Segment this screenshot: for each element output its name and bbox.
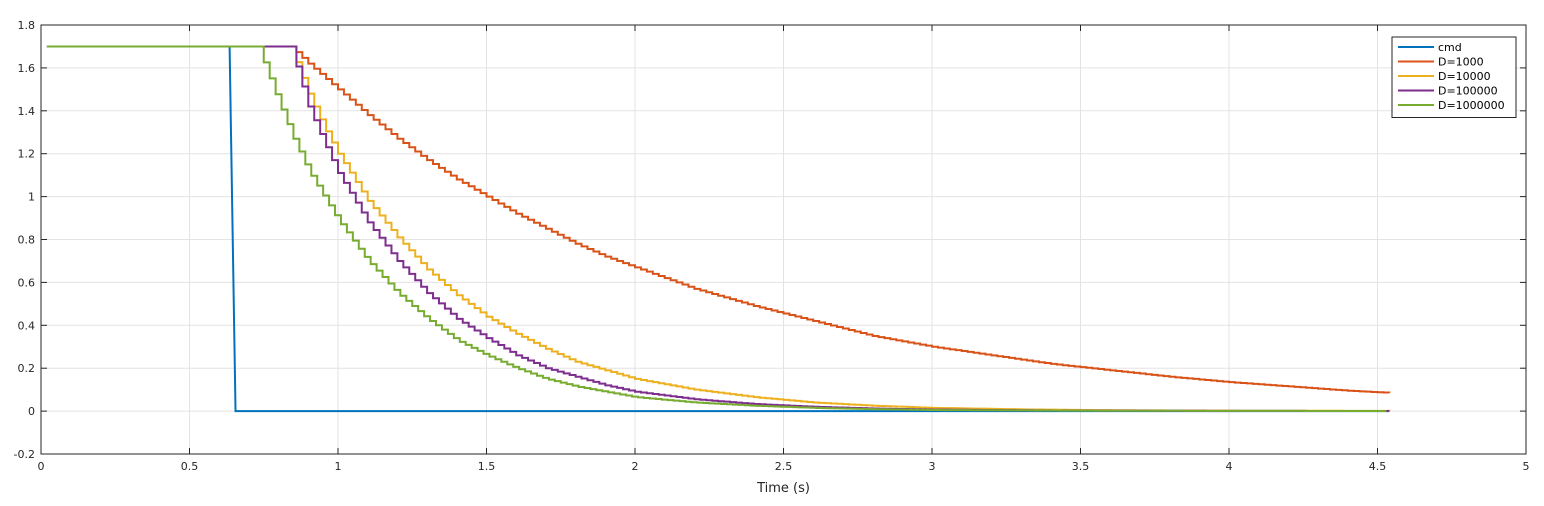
x-tick-label: 5 — [1523, 460, 1530, 473]
y-tick-label: 0.8 — [18, 234, 36, 247]
x-tick-label: 4.5 — [1369, 460, 1387, 473]
y-tick-label: 1.8 — [18, 19, 36, 32]
y-tick-label: 1 — [28, 191, 35, 204]
y-tick-label: 0.6 — [18, 276, 36, 289]
legend-entry[interactable]: cmd — [1438, 41, 1462, 54]
y-tick-label: 0.4 — [18, 319, 36, 332]
y-tick-label: 1.4 — [18, 105, 36, 118]
legend-entry[interactable]: D=10000 — [1438, 70, 1491, 83]
y-tick-label: 0 — [28, 405, 35, 418]
x-axis-label: Time (s) — [756, 481, 810, 496]
series-line-4 — [46, 45, 1387, 412]
x-tick-label: 3 — [929, 460, 936, 473]
x-tick-label: 1.5 — [478, 460, 496, 473]
x-tick-label: 1 — [335, 460, 342, 473]
x-tick-label: 2 — [632, 460, 639, 473]
x-tick-label: 2.5 — [775, 460, 793, 473]
x-tick-label: 3.5 — [1072, 460, 1090, 473]
legend-entry[interactable]: D=1000000 — [1438, 99, 1505, 112]
series-lines — [46, 45, 1391, 413]
y-tick-label: -0.2 — [14, 448, 35, 461]
y-tick-label: 0.2 — [18, 362, 36, 375]
y-tick-label: 1.2 — [18, 148, 36, 161]
x-tick-label: 4 — [1226, 460, 1233, 473]
legend-entry[interactable]: D=1000 — [1438, 56, 1484, 69]
x-tick-label: 0.5 — [181, 460, 199, 473]
y-tick-label: 1.6 — [18, 62, 36, 75]
series-line-1 — [46, 45, 1391, 394]
ticks: 0 0.5 1 1.5 2 2.5 3 3.5 4 4.5 5-0.200.20.40.60.811… — [14, 19, 1530, 473]
x-tick-label: 0 — [38, 460, 45, 473]
legend-entry[interactable]: D=100000 — [1438, 85, 1498, 98]
